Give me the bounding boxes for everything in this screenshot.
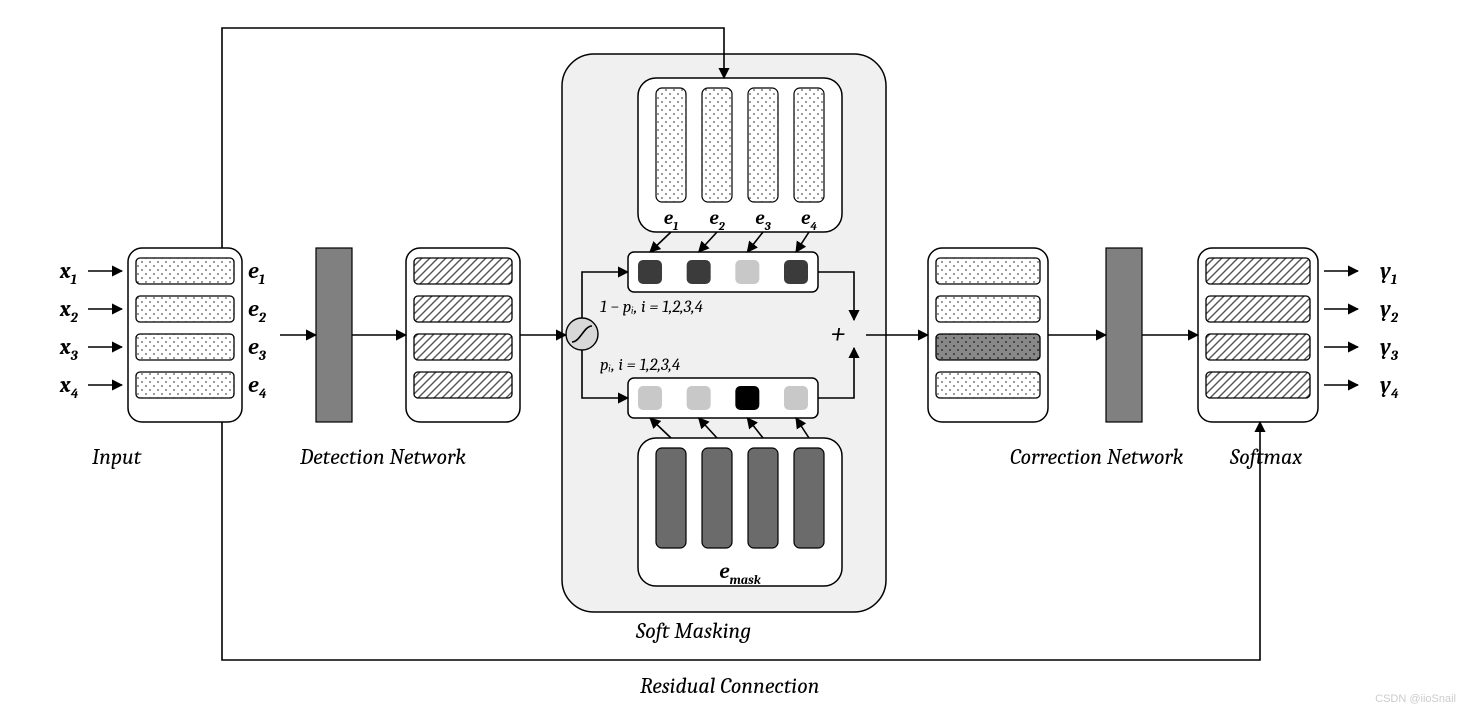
svg-text:x1: x1 (59, 258, 77, 288)
svg-text:e4: e4 (248, 372, 267, 402)
correction-block (1106, 248, 1142, 422)
watermark-text: CSDN @iioSnail (1375, 693, 1456, 705)
svg-text:y3: y3 (1379, 334, 1399, 364)
svg-text:y2: y2 (1379, 296, 1399, 326)
svg-text:x3: x3 (59, 334, 79, 364)
svg-text:Correction Network: Correction Network (1010, 444, 1184, 470)
svg-text:Input: Input (92, 444, 142, 470)
svg-text:y4: y4 (1379, 372, 1399, 402)
svg-text:x2: x2 (59, 296, 79, 326)
svg-text:x4: x4 (59, 372, 79, 402)
svg-text:Detection Network: Detection Network (299, 444, 466, 470)
svg-text:y1: y1 (1379, 258, 1397, 288)
detection-block (316, 248, 352, 422)
svg-text:Softmax: Softmax (1229, 444, 1302, 470)
svg-text:e2: e2 (248, 296, 267, 326)
svg-text:Residual Connection: Residual Connection (640, 673, 819, 699)
svg-text:e1: e1 (248, 258, 265, 288)
svg-text:1 − pᵢ, i = 1,2,3,4: 1 − pᵢ, i = 1,2,3,4 (600, 298, 704, 317)
svg-text:pᵢ, i = 1,2,3,4: pᵢ, i = 1,2,3,4 (600, 356, 681, 375)
svg-text:e3: e3 (248, 334, 267, 364)
svg-text:+: + (830, 316, 845, 351)
svg-text:Soft Masking: Soft Masking (635, 618, 751, 644)
